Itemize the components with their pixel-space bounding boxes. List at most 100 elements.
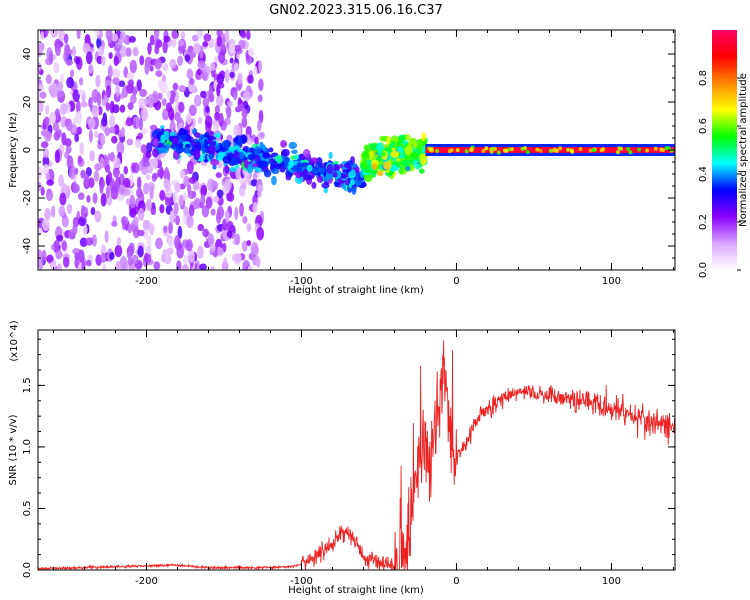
heatmap-cell xyxy=(130,94,137,104)
heatmap-cell xyxy=(118,185,125,195)
heatmap-cell xyxy=(177,242,183,249)
heatmap-cell xyxy=(98,45,105,56)
heatmap-cell xyxy=(159,189,166,201)
heatmap-cell xyxy=(215,94,224,107)
heatmap-cell xyxy=(378,149,383,157)
heatmap-cell xyxy=(271,168,280,175)
heatmap-cell xyxy=(203,138,209,149)
heatmap-cell xyxy=(63,33,69,44)
heatmap-cell xyxy=(85,237,94,246)
heatmap-cell xyxy=(237,137,243,147)
heatmap-cell xyxy=(246,223,252,232)
heatmap-cell xyxy=(152,172,159,179)
heatmap-cell xyxy=(361,158,368,169)
heatmap-cell xyxy=(428,148,433,153)
colorbar-tick-label: 0.0 xyxy=(698,262,709,278)
heatmap-cell xyxy=(105,30,113,41)
heatmap-cell xyxy=(146,253,152,264)
heatmap-cell xyxy=(132,216,139,226)
heatmap-cell xyxy=(39,91,47,99)
heatmap-cell xyxy=(247,265,254,270)
heatmap-cell xyxy=(133,162,140,174)
heatmap-cell xyxy=(77,192,85,200)
heatmap-cell xyxy=(82,224,88,236)
heatmap-cell xyxy=(121,216,126,231)
heatmap-cell xyxy=(178,85,187,93)
heatmap-cell xyxy=(414,147,419,153)
heatmap-cell xyxy=(66,203,73,214)
heatmap-cell xyxy=(50,30,58,38)
snr-xlabel: Height of straight line (km) xyxy=(288,585,424,596)
heatmap-cell xyxy=(54,42,62,56)
heatmap-cell xyxy=(295,171,303,179)
y-tick-label: -20 xyxy=(22,190,33,206)
heatmap-cell xyxy=(136,79,142,92)
heatmap-cell xyxy=(139,55,145,66)
heatmap-cell xyxy=(161,98,167,106)
heatmap-cell xyxy=(213,195,220,203)
heatmap-cell xyxy=(64,44,71,58)
heatmap-cell xyxy=(197,60,206,69)
heatmap-cell xyxy=(90,206,96,216)
heatmap-cell xyxy=(44,30,49,37)
heatmap-cell xyxy=(271,175,277,186)
heatmap-cell xyxy=(85,51,93,65)
heatmap-cell xyxy=(185,113,192,125)
heatmap-cell xyxy=(669,148,674,153)
heatmap-cell xyxy=(79,237,88,248)
figure-title: GN02.2023.315.06.16.C37 xyxy=(269,3,443,18)
heatmap-cell xyxy=(126,251,132,259)
heatmap-cell xyxy=(131,254,139,264)
heatmap-cell xyxy=(41,218,50,231)
heatmap-cell xyxy=(146,174,151,181)
heatmap-cell xyxy=(123,166,129,175)
heatmap-cell xyxy=(253,65,258,76)
heatmap-cell xyxy=(343,162,352,169)
heatmap-cell xyxy=(122,177,131,188)
colorbar: 0.0 0.2 0.4 0.6 0.8 Normalized spectral ampl… xyxy=(698,30,749,278)
heatmap-cell xyxy=(138,160,144,172)
heatmap-cell xyxy=(76,111,83,125)
heatmap-cell xyxy=(569,148,574,153)
heatmap-cell xyxy=(100,252,107,264)
heatmap-cell xyxy=(229,71,235,79)
heatmap-cell xyxy=(59,192,67,206)
heatmap-cell xyxy=(164,254,172,265)
heatmap-cell xyxy=(280,140,288,148)
heatmap-cell xyxy=(112,104,120,114)
heatmap-cell xyxy=(233,44,242,53)
heatmap-cell xyxy=(88,129,93,143)
heatmap-cell xyxy=(169,210,175,224)
heatmap-cell xyxy=(43,116,50,126)
heatmap-cell xyxy=(578,147,583,152)
heatmap-cell xyxy=(165,143,171,149)
heatmap-cell xyxy=(468,147,473,152)
heatmap-cell xyxy=(45,74,52,85)
heatmap-cell xyxy=(210,158,220,166)
heatmap-cell xyxy=(168,136,174,142)
heatmap-cell xyxy=(214,132,221,139)
heatmap-cell xyxy=(99,156,105,169)
spectrogram-ylabel: Frequency (Hz) xyxy=(8,112,19,188)
heatmap-cell xyxy=(338,163,344,169)
heatmap-cell xyxy=(138,207,145,221)
heatmap-cell xyxy=(205,196,213,209)
heatmap-cell xyxy=(94,163,102,171)
heatmap-cell xyxy=(79,142,84,156)
heatmap-cell xyxy=(145,198,152,212)
heatmap-cell xyxy=(201,205,210,218)
heatmap-cell xyxy=(145,142,153,154)
heatmap-cell xyxy=(183,254,189,267)
heatmap-cell xyxy=(247,74,254,84)
heatmap-cell xyxy=(149,185,154,199)
heatmap-cell xyxy=(259,131,265,139)
heatmap-cell xyxy=(88,63,94,74)
heatmap-cell xyxy=(242,240,248,252)
heatmap-cell xyxy=(496,150,501,155)
heatmap-cell xyxy=(161,147,169,154)
heatmap-cell xyxy=(150,208,157,215)
heatmap-cell xyxy=(105,185,110,199)
heatmap-cell xyxy=(94,210,102,223)
heatmap-cell xyxy=(566,147,571,152)
heatmap-cell xyxy=(127,102,134,111)
